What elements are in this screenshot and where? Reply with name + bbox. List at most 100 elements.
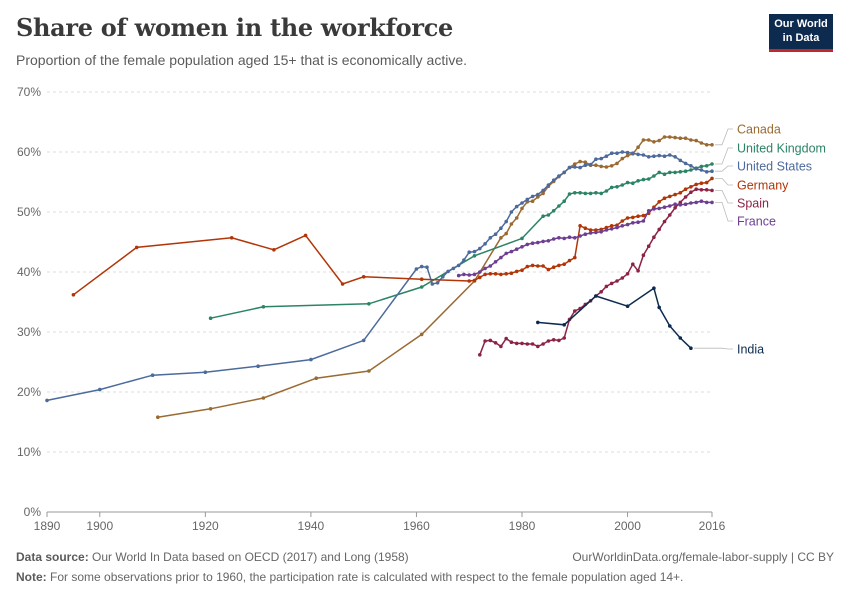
data-point-spain: [652, 235, 656, 239]
data-point-germany: [303, 233, 308, 238]
data-point-germany: [520, 268, 524, 273]
data-point-united-kingdom: [631, 181, 635, 185]
data-point-india: [594, 294, 598, 298]
data-point-united-states: [504, 219, 509, 224]
data-point-spain: [557, 338, 561, 343]
data-point-united-kingdom: [609, 185, 614, 190]
data-point-canada: [599, 164, 603, 169]
data-point-france: [551, 237, 556, 241]
data-point-canada: [594, 163, 598, 167]
data-point-united-states: [646, 155, 651, 159]
data-point-france: [588, 231, 593, 235]
data-point-germany: [541, 264, 545, 268]
data-point-germany: [588, 228, 593, 232]
data-point-spain: [546, 339, 551, 343]
data-point-germany: [467, 279, 472, 283]
legend-label-united-kingdom: United Kingdom: [737, 142, 826, 156]
data-point-united-states: [45, 398, 49, 403]
data-point-france: [678, 203, 683, 207]
source-url-link[interactable]: OurWorldinData.org/female-labor-supply |…: [572, 550, 834, 564]
data-point-spain: [499, 344, 503, 349]
y-tick-label: 20%: [17, 385, 41, 399]
data-point-france: [609, 227, 614, 231]
data-point-united-kingdom: [472, 254, 477, 258]
data-point-spain: [662, 219, 667, 224]
chart-title: Share of women in the workforce: [16, 13, 454, 42]
line-chart: 0% 10% 20% 30% 40% 50% 60% 70% 1890 1900 1920 1940 1…: [17, 85, 826, 533]
data-point-united-kingdom: [704, 164, 709, 168]
data-point-united-kingdom: [678, 170, 683, 174]
data-point-france: [520, 245, 524, 249]
data-point-france: [636, 220, 640, 224]
y-tick-label: 10%: [17, 445, 41, 459]
legend-leader-united-kingdom: [715, 147, 733, 165]
data-point-united-states: [652, 154, 656, 158]
data-point-united-kingdom: [261, 305, 266, 309]
data-point-united-states: [451, 266, 456, 271]
data-point-united-kingdom: [657, 170, 661, 175]
x-tick-label: 1980: [509, 519, 536, 533]
x-tick-label: 2000: [614, 519, 641, 533]
data-point-france: [557, 236, 561, 240]
y-tick-label: 60%: [17, 145, 41, 159]
data-point-france: [662, 205, 667, 209]
data-point-india: [652, 286, 656, 291]
data-point-united-states: [673, 155, 677, 159]
data-point-canada: [208, 407, 213, 411]
data-point-germany: [683, 187, 688, 191]
owid-logo[interactable]: Our World in Data: [769, 14, 833, 52]
data-point-spain: [689, 190, 693, 194]
data-point-spain: [625, 272, 630, 276]
data-point-france: [657, 206, 661, 211]
data-point-united-states: [636, 152, 640, 157]
data-point-germany: [567, 258, 572, 263]
data-point-canada: [683, 136, 688, 140]
data-point-united-states: [483, 242, 487, 246]
x-tick-label: 1890: [34, 519, 61, 533]
data-source-label: Data source:: [16, 550, 89, 564]
data-point-germany: [525, 264, 530, 269]
data-point-germany: [483, 272, 487, 277]
data-point-canada: [541, 191, 545, 196]
data-point-united-states: [309, 357, 313, 362]
data-point-germany: [704, 180, 709, 185]
data-point-united-states: [594, 157, 598, 161]
data-point-canada: [668, 135, 672, 139]
data-point-germany: [488, 272, 493, 276]
data-point-france: [488, 264, 493, 268]
data-point-united-kingdom: [620, 183, 625, 187]
data-point-france: [652, 207, 656, 211]
data-point-spain: [520, 341, 524, 346]
data-point-united-states: [609, 151, 614, 155]
data-point-united-states: [573, 165, 577, 169]
data-point-spain: [683, 195, 688, 199]
series-line-germany: [72, 177, 713, 296]
data-point-united-states: [588, 162, 593, 167]
data-point-united-kingdom: [208, 316, 213, 321]
data-point-india: [562, 323, 566, 327]
data-point-germany: [678, 191, 683, 195]
data-point-germany: [478, 275, 482, 280]
data-point-spain: [551, 338, 556, 342]
data-point-spain: [657, 227, 661, 232]
data-point-germany: [636, 214, 640, 218]
data-point-spain: [641, 253, 646, 257]
data-point-germany: [710, 176, 714, 181]
data-point-united-states: [446, 269, 450, 274]
data-point-united-states: [678, 158, 683, 163]
data-point-germany: [551, 265, 556, 270]
data-point-germany: [514, 269, 519, 274]
data-point-canada: [499, 236, 503, 240]
data-point-spain: [615, 279, 619, 283]
data-point-united-kingdom: [710, 162, 714, 166]
data-point-france: [604, 228, 609, 232]
data-point-united-states: [541, 188, 545, 193]
x-tick-label: 1940: [298, 519, 325, 533]
data-point-france: [594, 230, 598, 235]
series-line-france: [458, 200, 712, 277]
data-point-canada: [620, 156, 625, 161]
data-point-united-states: [419, 264, 424, 269]
data-point-spain: [704, 188, 709, 192]
data-point-united-kingdom: [520, 236, 524, 241]
data-point-canada: [520, 206, 524, 211]
